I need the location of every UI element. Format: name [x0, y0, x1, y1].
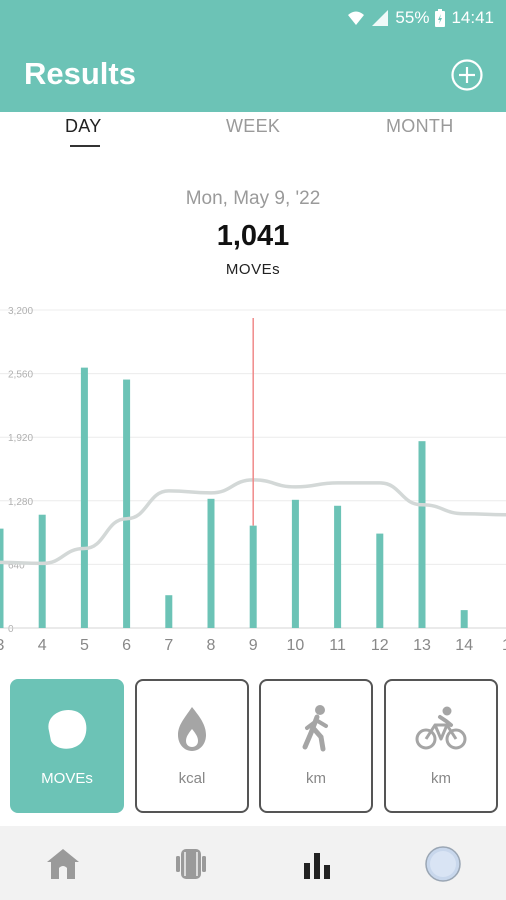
nav-device[interactable]: [171, 844, 211, 884]
chart-icon: [304, 853, 330, 879]
flame-icon: [178, 707, 206, 751]
x-tick-label: 5: [80, 637, 89, 654]
bar-7: [165, 595, 173, 628]
card-cycling-km[interactable]: km: [384, 679, 498, 813]
bar-3: [0, 528, 4, 628]
page-title: Results: [24, 56, 136, 91]
wifi-icon: [348, 11, 365, 25]
bar-9: [249, 525, 257, 628]
period-tabs: DAY WEEK MONTH: [0, 112, 506, 152]
y-tick-label: 1,920: [8, 433, 33, 444]
x-tick-label: 12: [371, 637, 389, 654]
card-label-kcal: kcal: [178, 770, 206, 787]
x-tick-label: 10: [287, 637, 305, 654]
moves-blob-icon: [48, 709, 87, 749]
x-tick-label: 6: [122, 637, 131, 654]
battery-icon: [435, 9, 446, 27]
moves-bar-chart[interactable]: 0 640 1,280 1,920 2,560 3,200 3 4 5 6 7 8 9 10 11 12 13 1…: [0, 300, 506, 660]
bar-8: [207, 498, 215, 628]
x-tick-label: 7: [164, 637, 173, 654]
cycling-icon: [415, 706, 467, 750]
card-moves[interactable]: MOVEs: [10, 679, 124, 813]
bar-13: [418, 441, 426, 628]
y-tick-label: 0: [8, 624, 14, 635]
x-tick-label: 14: [455, 637, 473, 654]
x-tick-label: 8: [207, 637, 216, 654]
plus-circle-icon[interactable]: [450, 58, 484, 92]
bar-10: [291, 499, 299, 628]
status-bar: 55% 14:41: [347, 6, 494, 30]
device-icon: [176, 849, 206, 879]
x-tick-label: 11: [329, 637, 346, 654]
selected-date: Mon, May 9, '22: [185, 188, 321, 209]
tab-month[interactable]: MONTH: [386, 116, 454, 136]
selected-value: 1,041: [216, 220, 290, 252]
tab-day[interactable]: DAY: [65, 116, 102, 136]
y-tick-label: 2,560: [8, 370, 33, 381]
x-tick-label: 13: [413, 637, 431, 654]
card-label-cycling-km: km: [431, 770, 451, 787]
walking-icon: [302, 705, 328, 752]
card-label-moves: MOVEs: [41, 770, 93, 787]
bar-11: [334, 505, 342, 628]
x-tick-label: 3: [0, 637, 5, 654]
tab-week[interactable]: WEEK: [226, 116, 281, 136]
y-tick-label: 640: [8, 560, 25, 571]
active-tab-indicator: [70, 145, 100, 147]
metric-cards: MOVEs kcal km: [10, 679, 498, 813]
signal-icon: [372, 10, 389, 26]
y-tick-label: 3,200: [8, 306, 33, 317]
bar-5: [80, 367, 88, 628]
card-walking-km[interactable]: km: [259, 679, 373, 813]
nav-profile[interactable]: [423, 844, 463, 884]
x-tick-label: 9: [249, 637, 258, 654]
bar-12: [376, 533, 384, 628]
app-header: 55% 14:41 Results: [0, 0, 506, 112]
home-icon: [47, 849, 79, 879]
nav-home[interactable]: [43, 844, 83, 884]
selected-unit: MOVEs: [225, 261, 281, 278]
nav-results[interactable]: [297, 844, 337, 884]
bar-6: [123, 379, 131, 628]
clock: 14:41: [451, 8, 494, 27]
bottom-navigation: [0, 826, 506, 900]
card-label-walking-km: km: [306, 770, 326, 787]
y-tick-label: 1,280: [8, 497, 33, 508]
bar-14: [460, 610, 468, 628]
card-kcal[interactable]: kcal: [135, 679, 249, 813]
x-tick-label: 4: [38, 637, 47, 654]
bar-4: [38, 514, 46, 628]
profile-icon: [425, 846, 461, 882]
battery-percent: 55%: [395, 8, 430, 27]
x-tick-label: 1: [502, 637, 506, 654]
